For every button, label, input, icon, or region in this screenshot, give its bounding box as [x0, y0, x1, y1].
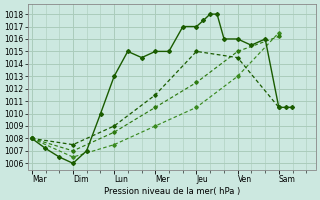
X-axis label: Pression niveau de la mer( hPa ): Pression niveau de la mer( hPa )	[104, 187, 240, 196]
